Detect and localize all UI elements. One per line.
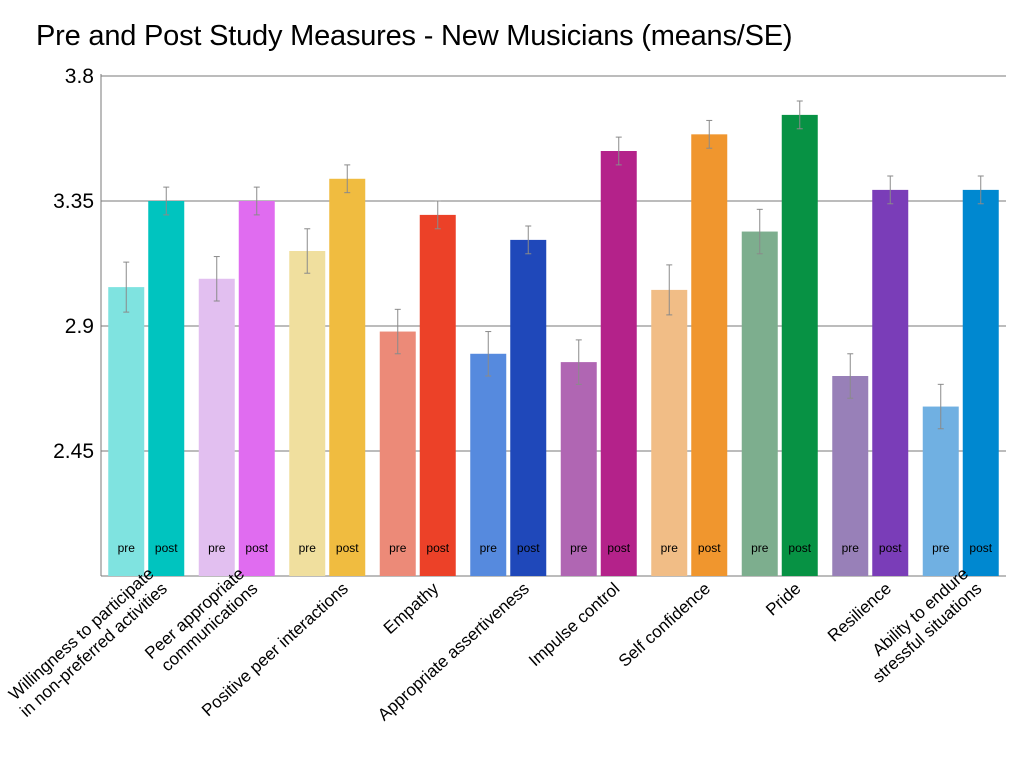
pre-bar <box>108 287 145 576</box>
pre-bar <box>379 331 416 576</box>
post-bar <box>419 214 456 576</box>
axes <box>100 74 1006 577</box>
post-bar-label: post <box>607 541 630 555</box>
pre-bar-label: pre <box>480 541 498 555</box>
category-label-line: Willingness to participate <box>5 564 157 704</box>
post-bar-label: post <box>517 541 540 555</box>
pre-bar-label: pre <box>208 541 226 555</box>
pre-bar-label: pre <box>932 541 950 555</box>
category-label: Self confidence <box>615 579 714 671</box>
post-bar <box>329 178 366 576</box>
post-bar-label: post <box>155 541 178 555</box>
post-bar <box>691 134 728 577</box>
y-tick-label: 2.9 <box>65 315 94 338</box>
pre-bar-label: pre <box>118 541 136 555</box>
post-bar-label: post <box>879 541 902 555</box>
pre-bar <box>289 251 326 576</box>
pre-bar <box>741 231 778 577</box>
pre-bar <box>198 278 235 576</box>
post-bar <box>781 114 818 576</box>
post-bar <box>872 189 909 576</box>
post-bar-label: post <box>245 541 268 555</box>
post-bar <box>600 151 637 576</box>
pre-bar-label: pre <box>570 541 588 555</box>
post-bar-label: post <box>788 541 811 555</box>
pre-bar <box>470 353 507 576</box>
pre-bar-label: pre <box>299 541 317 555</box>
gridlines <box>101 75 1006 452</box>
chart-title: Pre and Post Study Measures - New Musici… <box>36 20 793 52</box>
post-bar-label: post <box>698 541 721 555</box>
post-bar-label: post <box>426 541 449 555</box>
post-bar-label: post <box>336 541 359 555</box>
y-axis-ticks: 2.45 2.9 3.35 3.8 <box>53 65 94 463</box>
category-label-line: Self confidence <box>615 579 714 671</box>
category-label: Appropriate assertiveness <box>374 579 533 725</box>
pre-bar-label: pre <box>389 541 407 555</box>
pre-bar-label: pre <box>842 541 860 555</box>
post-bar-label: post <box>969 541 992 555</box>
pre-bar <box>651 289 688 576</box>
category-label-line: Empathy <box>380 579 443 638</box>
y-tick-label: 3.35 <box>53 190 94 213</box>
y-tick-label: 3.8 <box>65 65 94 88</box>
post-bar <box>238 201 275 576</box>
bar-labels: pre post pre post pre post pre post pre post pre po… <box>118 541 993 555</box>
error-bars <box>123 100 984 430</box>
pre-bar <box>560 362 597 576</box>
category-label: Impulse control <box>525 579 623 670</box>
category-label: Pride <box>762 579 804 620</box>
pre-bar <box>832 376 869 576</box>
post-bar <box>510 239 547 576</box>
category-label-line: Appropriate assertiveness <box>374 579 533 725</box>
pre-bar-label: pre <box>661 541 679 555</box>
category-label-line: Impulse control <box>525 579 623 670</box>
category-label: Empathy <box>380 579 443 638</box>
post-bar <box>962 189 999 576</box>
y-tick-label: 2.45 <box>53 440 94 463</box>
category-label-line: Pride <box>762 579 804 620</box>
bars <box>108 114 999 577</box>
pre-bar-label: pre <box>751 541 769 555</box>
pre-bar <box>922 406 959 576</box>
post-bar <box>148 201 185 576</box>
